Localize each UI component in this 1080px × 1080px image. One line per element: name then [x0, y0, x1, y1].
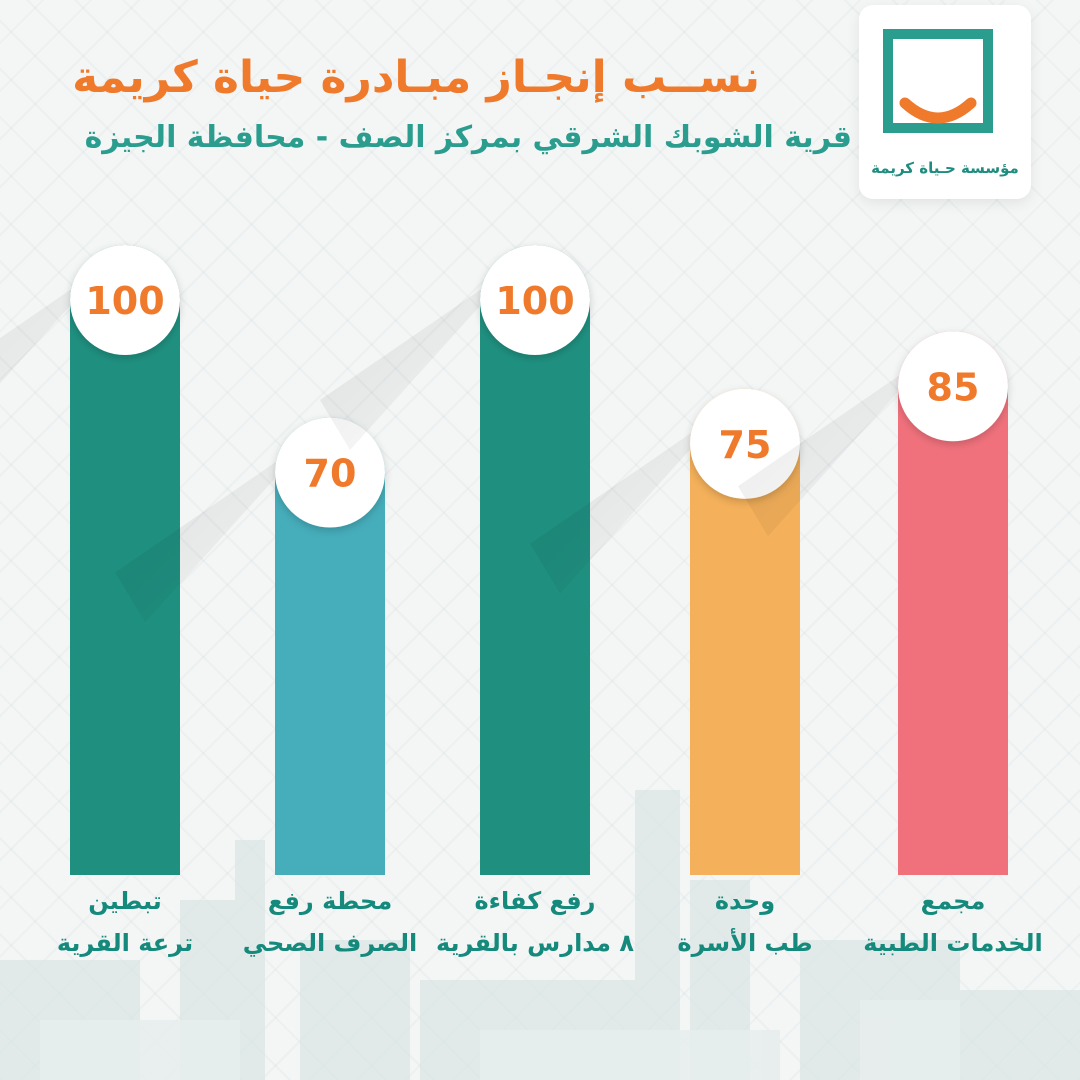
- category-label-line1: مجمع: [920, 887, 986, 915]
- bar: [70, 245, 180, 875]
- value-badge: [70, 245, 180, 355]
- logo-frame: [883, 29, 993, 133]
- logo-text: مؤسسة حـياة كريمة: [871, 159, 1019, 177]
- category-label-line1: محطة رفع: [267, 887, 393, 915]
- page-title: نســب إنجـاز مبـادرة حياة كريمة: [72, 52, 760, 103]
- bar-shadow: [0, 245, 125, 384]
- value-badge: [480, 245, 590, 355]
- city-skyline-decoration: [0, 790, 1080, 1080]
- bar: [480, 245, 590, 875]
- data-label: 100: [495, 279, 574, 323]
- smile-icon: [899, 97, 977, 124]
- value-badge: [898, 331, 1008, 442]
- page-subtitle: قرية الشوبك الشرقي بمركز الصف - محافظة ا…: [84, 120, 852, 155]
- data-label: 75: [719, 423, 772, 467]
- bar: [275, 417, 385, 875]
- category-label: رفع كفاءة ٨ مدارس بالقرية: [435, 880, 635, 964]
- category-label-line2: الخدمات الطبية: [863, 929, 1043, 957]
- category-label-line1: تبطين: [88, 887, 162, 915]
- data-label: 70: [304, 452, 357, 496]
- category-label-line1: رفع كفاءة: [474, 887, 596, 915]
- bar: [898, 331, 1008, 875]
- category-label-line1: وحدة: [714, 887, 776, 915]
- data-label: 100: [85, 279, 164, 323]
- category-label: مجمع الخدمات الطبية: [853, 880, 1053, 964]
- category-label: تبطين ترعة القرية: [25, 880, 225, 964]
- category-label: محطة رفع الصرف الصحي: [230, 880, 430, 964]
- brand-logo: مؤسسة حـياة كريمة: [859, 5, 1031, 199]
- category-label-line2: ٨ مدارس بالقرية: [435, 929, 635, 957]
- category-label: وحدة طب الأسرة: [645, 880, 845, 964]
- value-badge: [275, 417, 385, 528]
- category-label-line2: ترعة القرية: [56, 929, 194, 957]
- data-label: 85: [927, 365, 980, 409]
- category-label-line2: الصرف الصحي: [242, 929, 418, 957]
- category-label-line2: طب الأسرة: [677, 929, 813, 957]
